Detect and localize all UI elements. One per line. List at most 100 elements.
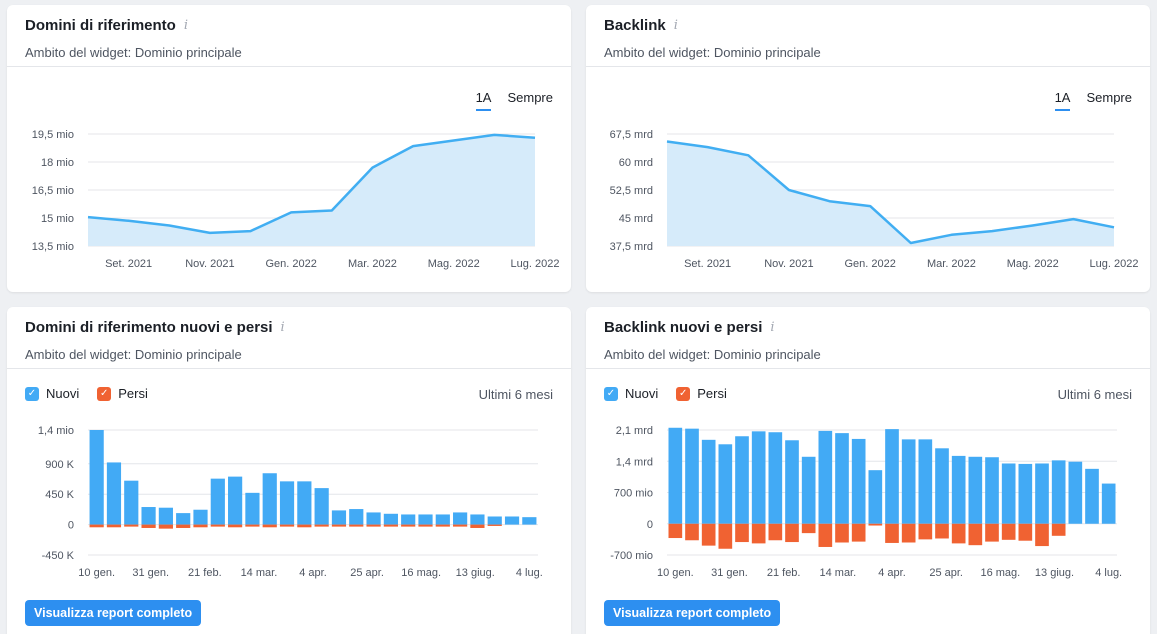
bar-nuovi [818, 430, 833, 524]
bar-persi [245, 524, 260, 527]
x-tick-label: Gen. 2022 [844, 258, 895, 270]
bar-persi [968, 523, 983, 546]
bar-persi [487, 524, 502, 526]
y-tick-label: -700 mio [610, 550, 653, 562]
x-tick-label: Lug. 2022 [511, 258, 560, 270]
tab-1a[interactable]: 1A [475, 90, 492, 111]
tab-1a[interactable]: 1A [1054, 90, 1071, 111]
x-tick-label: 4 apr. [299, 567, 327, 579]
y-tick-label: 18 mio [41, 157, 74, 169]
bar-persi [935, 523, 949, 539]
y-tick-label: 45 mrd [619, 213, 653, 225]
bar-persi [718, 523, 733, 549]
bar-persi [383, 524, 398, 527]
bar-nuovi [349, 509, 364, 525]
bar-nuovi [297, 481, 312, 525]
card-header: Domini di riferimento nuovi e persi i Am… [7, 307, 571, 369]
bar-nuovi [735, 436, 749, 524]
x-tick-label: 14 mar. [241, 567, 278, 579]
x-tick-label: Lug. 2022 [1090, 258, 1139, 270]
bar-persi [735, 523, 749, 543]
x-tick-label: 4 lug. [1095, 567, 1122, 579]
x-tick-label: 13 giug. [456, 567, 495, 579]
view-full-report-button[interactable]: Visualizza report completo [25, 600, 202, 626]
y-tick-label: 2,1 mrd [616, 425, 653, 437]
card-header: Domini di riferimento i Ambito del widge… [7, 5, 571, 67]
card-title: Domini di riferimento nuovi e persi i [25, 316, 553, 338]
view-full-report-button[interactable]: Visualizza report completo [604, 600, 781, 626]
legend-nuovi[interactable]: ✓ Nuovi [25, 386, 79, 401]
bar-persi [193, 524, 208, 528]
x-tick-label: 4 lug. [516, 567, 543, 579]
bar-nuovi [141, 507, 156, 525]
bar-nuovi [435, 514, 450, 525]
x-tick-label: Mar. 2022 [927, 258, 976, 270]
info-icon[interactable]: i [673, 17, 678, 33]
y-tick-label: 67,5 mrd [610, 129, 653, 141]
period-tabs: 1A Sempre [475, 90, 553, 111]
bar-nuovi [279, 481, 295, 525]
x-tick-label: 13 giug. [1035, 567, 1074, 579]
y-tick-label: 0 [68, 520, 74, 532]
bar-persi [901, 523, 916, 543]
series-area [667, 141, 1114, 246]
period-label: Ultimi 6 mesi [478, 387, 553, 402]
x-tick-label: 10 gen. [657, 567, 694, 579]
series-line [666, 140, 1115, 245]
bar-persi [453, 524, 468, 527]
bar-nuovi [751, 431, 766, 524]
bar-nuovi [1035, 463, 1049, 524]
x-tick-label: 21 feb. [767, 567, 801, 579]
legend: ✓ Nuovi ✓ Persi [604, 386, 727, 401]
info-icon[interactable]: i [183, 17, 189, 33]
tab-sempre[interactable]: Sempre [1086, 90, 1132, 105]
series-line [87, 133, 536, 235]
legend-persi[interactable]: ✓ Persi [676, 386, 727, 401]
bar-nuovi [366, 512, 381, 525]
tab-sempre[interactable]: Sempre [507, 90, 553, 105]
bar-nuovi [718, 444, 733, 524]
bar-nuovi [768, 432, 783, 524]
bar-persi [470, 524, 485, 528]
bar-nuovi [835, 433, 849, 524]
bar-persi [228, 524, 243, 528]
x-tick-label: 10 gen. [78, 567, 115, 579]
y-tick-label: 13,5 mio [32, 241, 74, 253]
info-icon[interactable]: i [770, 319, 775, 335]
bar-nuovi [985, 457, 999, 524]
y-tick-label: 60 mrd [619, 157, 653, 169]
bar-nuovi [158, 507, 173, 525]
legend-persi-label: Persi [118, 386, 148, 401]
card-header: Backlink nuovi e persi i Ambito del widg… [586, 307, 1150, 369]
x-tick-label: 14 mar. [819, 567, 856, 579]
y-tick-label: 0 [647, 519, 653, 531]
bar-nuovi [383, 513, 398, 525]
y-tick-label: 700 mio [614, 488, 653, 500]
ref-domains-line-chart: 13,5 mio 15 mio 16,5 mio 18 mio 19,5 mio Set.… [32, 129, 560, 270]
backlinks-line-chart: 37,5 mrd 45 mrd 52,5 mrd 60 mrd 67,5 mrd Set.… [610, 129, 1139, 270]
bar-nuovi [418, 514, 433, 525]
bar-nuovi [331, 510, 347, 525]
bar-nuovi [801, 456, 816, 524]
bar-nuovi [1001, 463, 1016, 524]
bar-nuovi [951, 455, 966, 524]
card-title-text: Domini di riferimento [25, 16, 176, 34]
bar-persi [685, 523, 699, 541]
legend-persi-label: Persi [697, 386, 727, 401]
checkbox-checked-icon: ✓ [25, 386, 39, 401]
legend-persi[interactable]: ✓ Persi [97, 386, 148, 401]
x-tick-label: Set. 2021 [105, 258, 152, 270]
x-tick-label: Nov. 2021 [185, 258, 234, 270]
y-tick-label: 19,5 mio [32, 129, 74, 141]
bar-nuovi [401, 514, 416, 525]
bar-nuovi [1068, 461, 1083, 524]
legend-nuovi[interactable]: ✓ Nuovi [604, 386, 658, 401]
bar-persi [985, 523, 999, 542]
bar-nuovi [785, 440, 799, 524]
info-icon[interactable]: i [280, 319, 285, 335]
y-tick-label: 1,4 mrd [616, 456, 653, 468]
bar-persi [851, 523, 866, 542]
series-area [88, 134, 535, 246]
bar-persi [279, 524, 295, 527]
ref-domains-bar-chart: -450 K 0 450 K 900 K 1,4 mio 10 gen. 31 gen. 21… [38, 425, 543, 579]
